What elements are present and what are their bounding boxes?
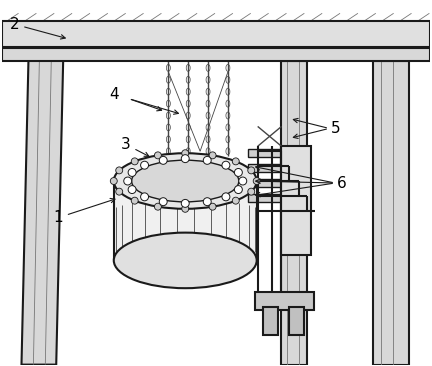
Circle shape — [209, 203, 216, 210]
Polygon shape — [22, 61, 63, 365]
Circle shape — [131, 158, 138, 165]
Bar — [248, 179, 309, 187]
Circle shape — [232, 158, 239, 165]
Bar — [255, 292, 314, 310]
Circle shape — [159, 198, 167, 206]
Circle shape — [154, 203, 162, 210]
Circle shape — [131, 197, 138, 204]
Bar — [2, 48, 430, 61]
Circle shape — [248, 188, 255, 195]
Circle shape — [181, 199, 189, 208]
Circle shape — [222, 161, 230, 169]
Circle shape — [154, 152, 162, 159]
Polygon shape — [282, 61, 307, 365]
Circle shape — [239, 177, 247, 185]
Circle shape — [248, 167, 255, 174]
Circle shape — [222, 193, 230, 201]
Text: 2: 2 — [10, 17, 65, 39]
Bar — [289, 307, 304, 335]
Ellipse shape — [132, 160, 239, 202]
Text: 5: 5 — [331, 121, 341, 136]
Circle shape — [209, 152, 216, 159]
Bar — [282, 146, 311, 255]
Circle shape — [128, 186, 136, 194]
Circle shape — [232, 197, 239, 204]
Circle shape — [116, 167, 123, 174]
Text: 4: 4 — [109, 87, 118, 102]
Text: 1: 1 — [53, 198, 115, 225]
Ellipse shape — [114, 233, 257, 288]
Circle shape — [253, 178, 260, 184]
Circle shape — [182, 205, 189, 212]
Polygon shape — [373, 61, 409, 365]
Circle shape — [235, 168, 242, 176]
Circle shape — [203, 198, 211, 206]
Circle shape — [140, 193, 149, 201]
Circle shape — [124, 177, 132, 185]
Bar — [248, 194, 309, 202]
Text: 6: 6 — [337, 176, 347, 190]
Circle shape — [203, 156, 211, 164]
Bar — [2, 21, 430, 47]
Bar — [114, 181, 257, 260]
Bar — [248, 164, 309, 172]
Circle shape — [140, 161, 149, 169]
Text: 3: 3 — [121, 137, 149, 156]
Circle shape — [235, 186, 242, 194]
Circle shape — [110, 178, 117, 184]
Ellipse shape — [114, 153, 257, 209]
Circle shape — [116, 188, 123, 195]
Circle shape — [128, 168, 136, 176]
Bar — [263, 307, 277, 335]
Circle shape — [182, 150, 189, 157]
Circle shape — [159, 156, 167, 164]
Circle shape — [181, 155, 189, 163]
Bar — [248, 149, 309, 157]
